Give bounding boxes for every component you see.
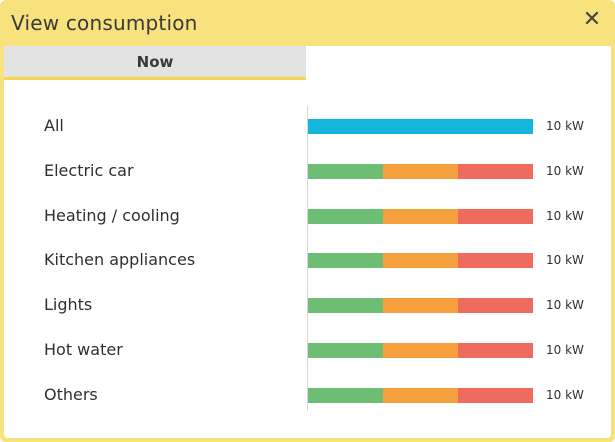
bar-segment-total	[308, 119, 533, 134]
row-value: 10 kW	[546, 298, 584, 313]
bar-segment-high	[458, 208, 533, 224]
row-value: 10 kW	[546, 343, 584, 357]
consumption-row: Kitchen appliances 10 kW	[4, 247, 611, 273]
chart-divider	[307, 106, 308, 411]
consumption-panel: Now All 10 kW Electric car 10 kW Heating / c…	[4, 46, 611, 438]
bar-segment-mid	[383, 208, 458, 224]
row-label: Heating / cooling	[44, 205, 180, 225]
bar-segment-mid	[383, 253, 458, 269]
consumption-bar	[308, 253, 533, 269]
consumption-row: Electric car 10 kW	[4, 158, 611, 184]
row-label: All	[44, 116, 64, 135]
title-bar: View consumption ✕	[0, 0, 615, 46]
bar-segment-low	[308, 163, 383, 179]
bar-segment-high	[458, 298, 533, 314]
bar-segment-high	[458, 387, 533, 403]
consumption-bar	[308, 298, 533, 314]
bar-segment-high	[458, 163, 533, 179]
row-label: Others	[44, 384, 98, 404]
row-label: Lights	[44, 295, 93, 315]
consumption-row: Others 10 kW	[4, 382, 611, 408]
consumption-bar	[308, 387, 533, 403]
bar-segment-mid	[383, 387, 458, 403]
consumption-bar	[308, 343, 533, 358]
row-value: 10 kW	[546, 253, 584, 268]
consumption-row: Hot water 10 kW	[4, 337, 611, 363]
row-value: 10 kW	[546, 208, 584, 223]
bar-segment-low	[308, 343, 383, 358]
row-label: Electric car	[44, 160, 134, 180]
row-value: 10 kW	[546, 119, 584, 133]
consumption-bar	[308, 208, 533, 224]
bar-segment-high	[458, 343, 533, 358]
bar-segment-low	[308, 253, 383, 269]
bar-segment-low	[308, 208, 383, 224]
row-value: 10 kW	[546, 163, 584, 178]
bar-segment-high	[458, 253, 533, 269]
bar-segment-low	[308, 387, 383, 403]
consumption-row: All 10 kW	[4, 113, 611, 139]
row-value: 10 kW	[546, 387, 584, 402]
consumption-bar	[308, 163, 533, 179]
row-label: Kitchen appliances	[44, 250, 196, 270]
consumption-bar	[308, 119, 533, 134]
consumption-row: Lights 10 kW	[4, 292, 611, 318]
bar-segment-mid	[383, 343, 458, 358]
tab-now[interactable]: Now	[4, 46, 306, 80]
row-label: Hot water	[44, 340, 123, 359]
consumption-row: Heating / cooling 10 kW	[4, 203, 611, 229]
bar-segment-mid	[383, 163, 458, 179]
bar-segment-mid	[383, 298, 458, 314]
bar-segment-low	[308, 298, 383, 314]
dialog-title: View consumption	[11, 11, 198, 35]
close-icon[interactable]: ✕	[582, 7, 602, 32]
